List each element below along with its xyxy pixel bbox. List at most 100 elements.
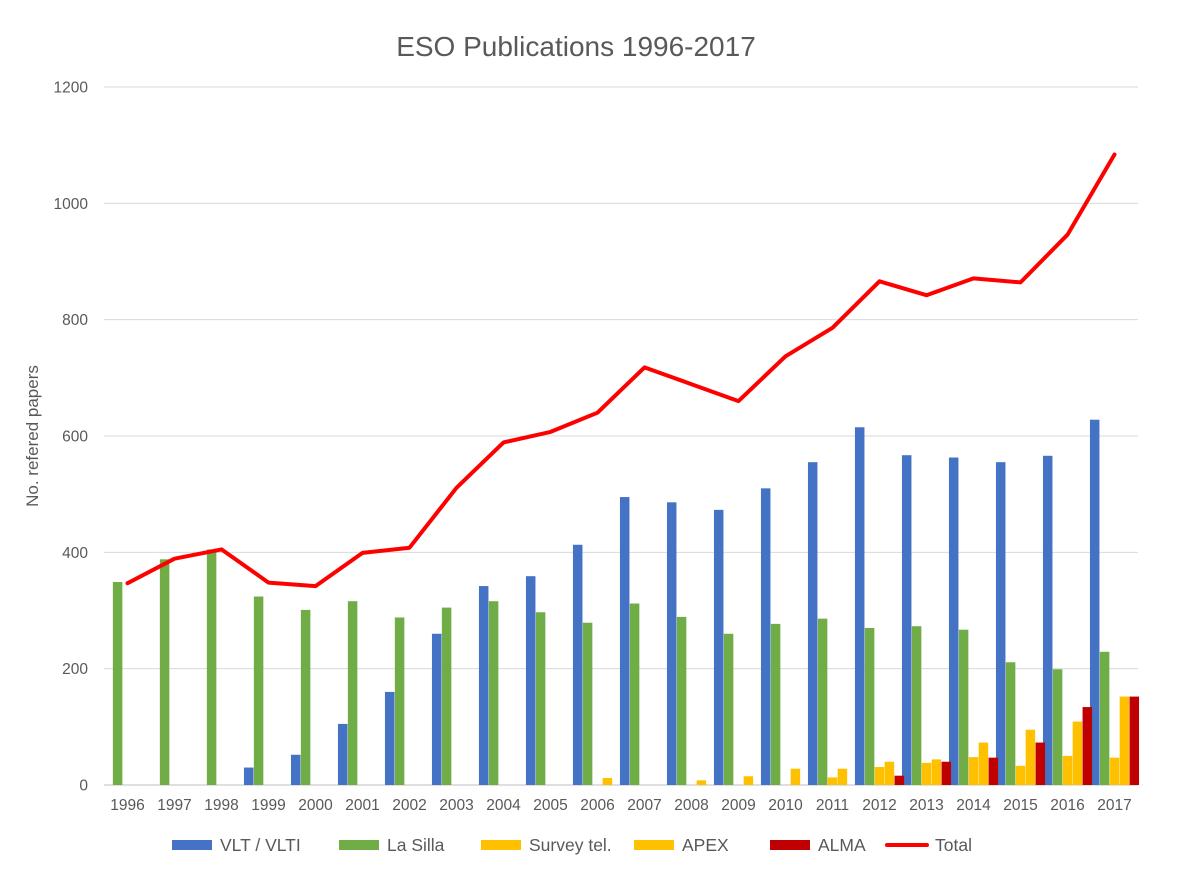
x-tick-label: 1999 (251, 797, 285, 814)
legend-item-vlt-vlti: VLT / VLTI (172, 835, 301, 855)
bar-la-silla-2008 (676, 616, 687, 785)
bar-vlt-vlti-2005 (525, 576, 536, 785)
bar-survey-tel-2016 (1062, 755, 1073, 785)
legend-swatch (770, 840, 810, 850)
bar-apex-2010 (790, 768, 801, 785)
series-vlt-vlti (243, 419, 1100, 785)
x-tick-label: 2014 (956, 797, 991, 814)
line-total (125, 152, 1117, 589)
bar-apex-2017 (1119, 696, 1130, 785)
bar-vlt-vlti-2002 (384, 691, 395, 785)
x-tick-label: 2005 (533, 797, 567, 814)
bar-la-silla-1997 (159, 559, 170, 785)
bar-vlt-vlti-2011 (807, 462, 818, 785)
y-axis-label: No. refered papers (23, 365, 42, 507)
x-tick-label: 2007 (627, 797, 661, 814)
x-tick-label: 2017 (1097, 797, 1131, 814)
legend-item-total: Total (885, 835, 972, 855)
y-tick-label: 800 (62, 312, 88, 329)
bar-survey-tel-2013 (921, 762, 932, 785)
bar-vlt-vlti-2000 (290, 754, 301, 785)
bars (112, 419, 1140, 785)
bar-apex-2012 (884, 761, 895, 785)
total-line-layer (125, 152, 1117, 589)
legend-swatch (481, 840, 521, 850)
legend-label: Survey tel. (529, 835, 612, 855)
bar-vlt-vlti-2007 (619, 497, 630, 785)
bar-vlt-vlti-2010 (760, 488, 771, 785)
legend-label: VLT / VLTI (220, 835, 301, 855)
bar-vlt-vlti-1999 (243, 767, 254, 785)
x-tick-label: 2009 (721, 797, 755, 814)
bar-alma-2015 (1035, 742, 1046, 785)
bar-la-silla-2015 (1005, 662, 1016, 785)
bar-apex-2008 (696, 780, 707, 785)
bar-alma-2016 (1082, 707, 1093, 785)
bar-vlt-vlti-2001 (337, 723, 348, 785)
legend-item-alma: ALMA (770, 835, 866, 855)
bar-la-silla-2002 (394, 617, 405, 785)
series-apex (602, 696, 1130, 785)
bar-la-silla-1999 (253, 596, 264, 785)
legend: VLT / VLTI La Silla Survey tel. APEX ALMA Tot… (172, 835, 972, 855)
x-axis-ticks: 1996 1997 1998 1999 2000 2001 2002 2003 2004 2005… (110, 797, 1131, 814)
bar-vlt-vlti-2009 (713, 509, 724, 785)
x-tick-label: 1997 (157, 797, 191, 814)
bar-la-silla-2005 (535, 612, 546, 785)
bar-la-silla-1998 (206, 549, 217, 785)
series-survey-tel (827, 755, 1120, 785)
x-tick-label: 2000 (298, 797, 333, 814)
x-tick-label: 2008 (674, 797, 708, 814)
x-tick-label: 2011 (816, 797, 849, 814)
bar-la-silla-2012 (864, 627, 875, 785)
bar-la-silla-2016 (1052, 669, 1063, 785)
legend-item-apex: APEX (634, 835, 729, 855)
bar-vlt-vlti-2006 (572, 544, 583, 785)
bar-survey-tel-2012 (874, 766, 885, 785)
bar-la-silla-2009 (723, 633, 734, 785)
bar-la-silla-2013 (911, 626, 922, 785)
bar-alma-2017 (1129, 696, 1140, 785)
bar-la-silla-2017 (1099, 651, 1110, 785)
bar-vlt-vlti-2017 (1089, 419, 1100, 785)
x-tick-label: 2015 (1003, 797, 1037, 814)
bar-vlt-vlti-2013 (901, 455, 912, 785)
series-alma (894, 696, 1140, 785)
y-axis-ticks: 0 200 400 600 800 1000 1200 (54, 80, 89, 795)
x-tick-label: 2004 (486, 797, 521, 814)
x-tick-label: 1996 (110, 797, 144, 814)
y-tick-label: 600 (62, 429, 88, 446)
legend-label: La Silla (387, 835, 445, 855)
y-tick-label: 1200 (54, 80, 89, 97)
bar-alma-2013 (941, 761, 952, 785)
legend-item-survey-tel: Survey tel. (481, 835, 612, 855)
bar-vlt-vlti-2015 (995, 462, 1006, 785)
x-tick-label: 2003 (439, 797, 473, 814)
x-tick-label: 2002 (392, 797, 426, 814)
x-tick-label: 2001 (345, 797, 379, 814)
bar-vlt-vlti-2003 (431, 633, 442, 785)
bar-vlt-vlti-2012 (854, 427, 865, 785)
bar-alma-2012 (894, 775, 905, 785)
y-tick-label: 200 (62, 661, 88, 678)
bar-la-silla-2001 (347, 601, 358, 785)
x-tick-label: 2006 (580, 797, 614, 814)
series-la-silla (112, 549, 1110, 785)
x-tick-label: 2010 (768, 797, 803, 814)
bar-vlt-vlti-2008 (666, 502, 677, 785)
bar-alma-2014 (988, 757, 999, 785)
legend-label: APEX (682, 835, 729, 855)
bar-survey-tel-2015 (1015, 765, 1026, 785)
legend-label: Total (935, 835, 972, 855)
y-tick-label: 1000 (54, 196, 89, 213)
legend-item-la-silla: La Silla (339, 835, 445, 855)
x-tick-label: 2013 (909, 797, 943, 814)
legend-swatch (339, 840, 379, 850)
legend-label: ALMA (818, 835, 866, 855)
y-tick-label: 400 (62, 545, 88, 562)
bar-la-silla-2007 (629, 603, 640, 785)
bar-apex-2009 (743, 776, 754, 785)
bar-la-silla-2000 (300, 609, 311, 785)
x-tick-label: 2016 (1050, 797, 1084, 814)
